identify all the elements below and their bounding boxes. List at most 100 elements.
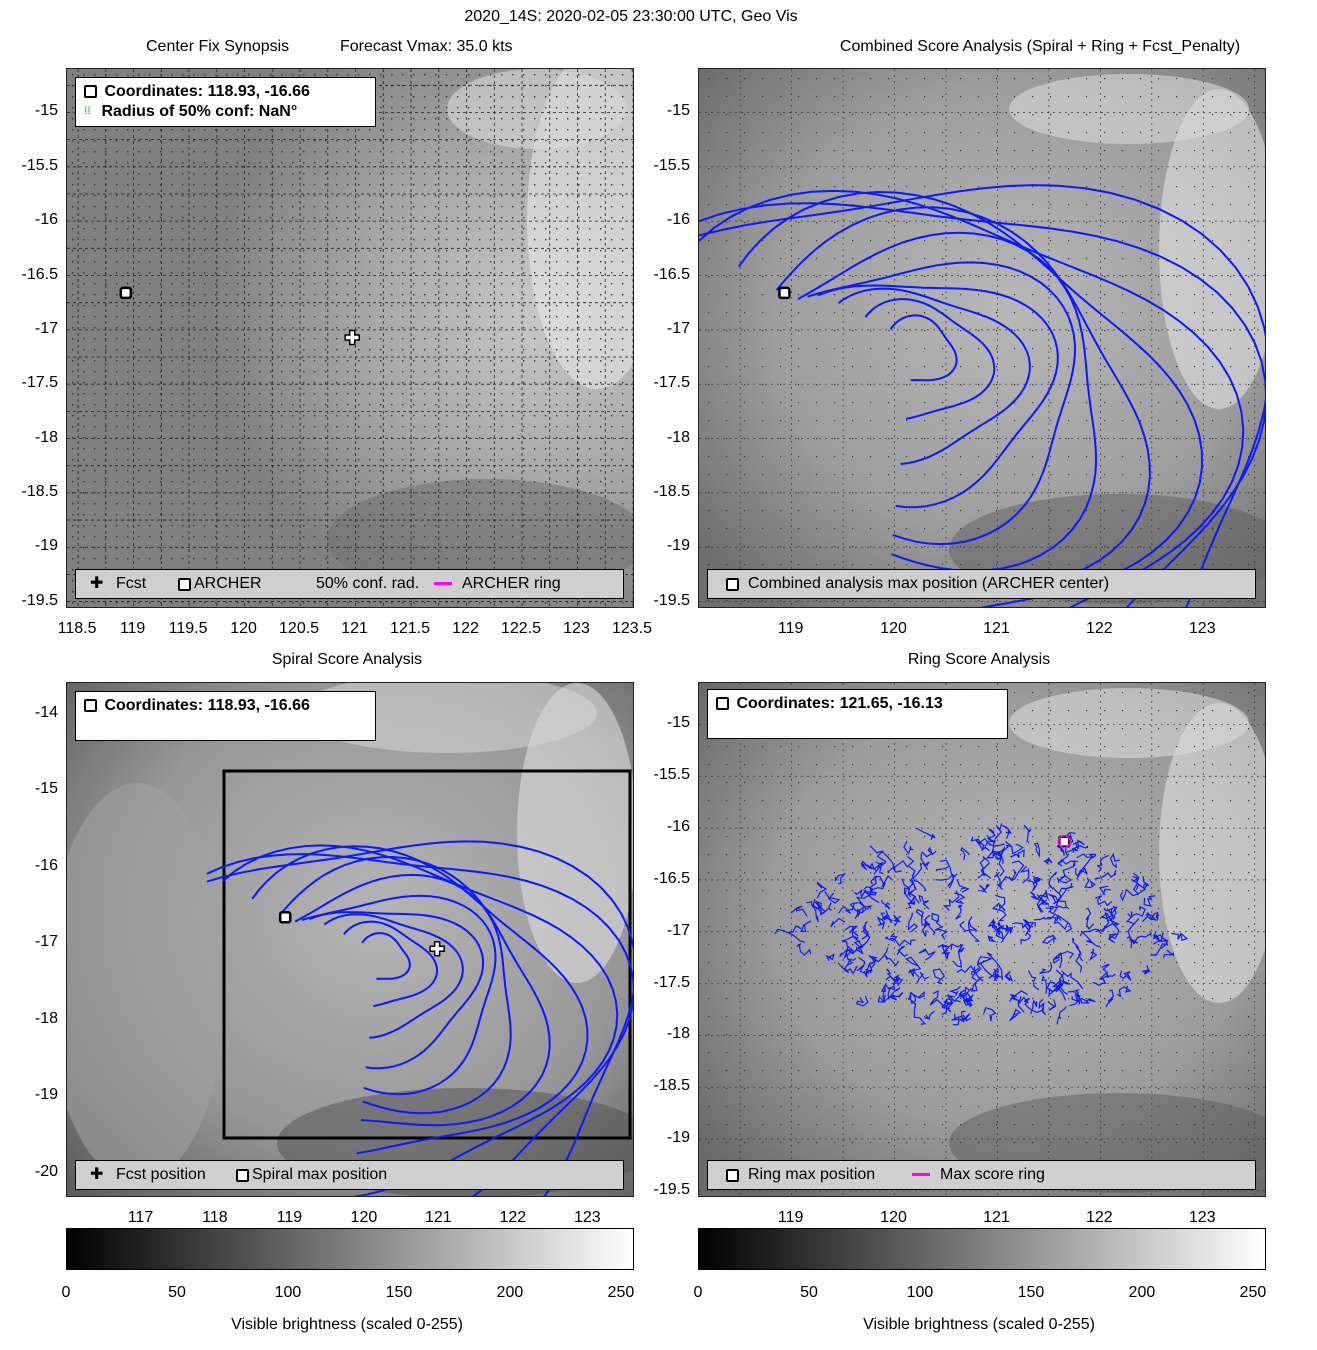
- p3-ytick: -18: [34, 1009, 58, 1027]
- ring-score-contour: [992, 850, 1005, 877]
- ring-score-contour: [1000, 926, 1014, 943]
- ring-score-contour: [958, 920, 979, 932]
- p1-ytick: -18.5: [21, 482, 58, 500]
- ring-score-contour: [830, 918, 846, 928]
- archer-marker-icon: [84, 85, 97, 99]
- ring-score-contour: [1011, 843, 1024, 855]
- figure-title: 2020_14S: 2020-02-05 23:30:00 UTC, Geo V…: [464, 8, 798, 25]
- ring-score-contour: [1019, 865, 1030, 884]
- ring-score-contour: [1071, 989, 1080, 1003]
- colorbar-tick: 100: [906, 1284, 934, 1301]
- ring-score-contour: [866, 962, 873, 974]
- p2-ytick: -18: [666, 428, 690, 446]
- ring-score-contour: [962, 995, 972, 1008]
- p3-ytick: -16: [34, 856, 58, 874]
- combined-image: [699, 69, 1265, 607]
- p2-xtick: 123: [1188, 620, 1216, 637]
- ring-score-contour: [918, 894, 930, 910]
- ring-score-contour: [1033, 842, 1041, 859]
- spiral-legend: ✚ Fcst position Spiral max position: [75, 1160, 624, 1190]
- ring-score-contour: [800, 920, 812, 933]
- ring-score-contour: [934, 921, 948, 940]
- ring-score-contour: [1041, 974, 1048, 994]
- ring-title: Ring Score Analysis: [907, 651, 1051, 668]
- legend-archer-ring: ARCHER ring: [462, 575, 561, 592]
- ring-score-contour: [834, 873, 846, 885]
- p4-ytick: -16.5: [653, 869, 690, 887]
- ring-score-contour: [881, 899, 891, 910]
- ring-score-contour: [876, 861, 884, 875]
- ring-score-contour: [1080, 930, 1101, 948]
- ring-score-contour: [1002, 824, 1013, 839]
- ring-score-contour: [1061, 970, 1084, 990]
- spiral-contour-line: [301, 894, 497, 1096]
- spiral-marker-icon: [84, 699, 97, 713]
- p2-ytick: -18.5: [653, 482, 690, 500]
- p2-ytick: -15: [666, 102, 690, 120]
- ring-score-contour: [994, 921, 1004, 931]
- ring-score-contour: [856, 956, 866, 975]
- ring-score-contour: [907, 912, 919, 933]
- ring-score-contour: [1048, 871, 1058, 890]
- spiral-contour-line: [699, 184, 1265, 607]
- p2-xtick: 122: [1085, 620, 1113, 637]
- spiral-contour-line: [889, 314, 958, 382]
- ring-score-contour: [954, 1014, 972, 1022]
- spiral-marker-icon: [236, 1169, 249, 1182]
- ring-score-contour: [886, 977, 900, 991]
- ring-score-contour: [1055, 885, 1074, 909]
- p4-ytick: -19.5: [653, 1180, 690, 1198]
- p2-ytick: -15.5: [653, 156, 690, 174]
- synopsis-coordinates: Coordinates: 118.93, -16.66: [104, 83, 310, 100]
- p4-xtick: 121: [983, 1209, 1010, 1226]
- ring-score-contour: [1094, 869, 1117, 880]
- spiral-contour-line: [699, 189, 1245, 607]
- p3-ytick: -20: [34, 1163, 58, 1181]
- ring-score-contour: [1142, 911, 1160, 923]
- p1-xtick: 120: [230, 620, 257, 637]
- ring-score-contour: [988, 972, 1000, 982]
- ring-score-contour: [1132, 872, 1140, 884]
- ring-score-contour: [1018, 996, 1029, 1005]
- spiral-contour-line: [309, 911, 485, 1070]
- synopsis-title: Center Fix Synopsis: [146, 38, 290, 55]
- ring-score-contour: [855, 891, 877, 904]
- ring-score-contour: [1057, 982, 1069, 1001]
- ring-score-contour: [1094, 895, 1113, 907]
- ring-score-contour: [876, 916, 885, 930]
- colorbar-tick: 200: [1128, 1284, 1156, 1301]
- p2-ytick: -19.5: [653, 591, 690, 609]
- ring-score-contour: [796, 943, 812, 957]
- legend-ring-max: Ring max position: [748, 1166, 876, 1183]
- ring-score-contour: [916, 827, 936, 841]
- spiral-search-box: [222, 769, 632, 1140]
- ring-score-contour: [1055, 969, 1071, 985]
- synopsis-image: [67, 69, 633, 607]
- ring-score-contour: [1119, 888, 1139, 902]
- p4-ytick: -17.5: [653, 973, 690, 991]
- ring-score-contour: [892, 914, 902, 927]
- ring-score-contour: [1023, 824, 1032, 844]
- ring-score-contour: [896, 945, 908, 958]
- ring-score-contour: [1096, 854, 1110, 873]
- ring-score-contour: [982, 1006, 997, 1022]
- ring-score-contour: [993, 871, 1004, 891]
- ring-info-box: Coordinates: 121.65, -16.13: [707, 689, 1008, 739]
- p3-xtick: 120: [350, 1209, 378, 1226]
- legend-conf-rad: 50% conf. rad.: [316, 575, 420, 592]
- p1-ytick: -17.5: [21, 374, 58, 392]
- p2-ytick: -16.5: [653, 265, 690, 283]
- ring-score-contour: [997, 924, 1011, 933]
- legend-spiral-max: Spiral max position: [252, 1166, 388, 1183]
- ring-score-contour: [907, 895, 920, 909]
- p3-ytick: -14: [34, 703, 58, 721]
- ring-score-contour: [1092, 971, 1109, 987]
- ring-score-contour: [958, 986, 970, 998]
- p4-xtick: 123: [1188, 1209, 1216, 1226]
- combined-title: Combined Score Analysis (Spiral + Ring +…: [839, 38, 1241, 55]
- ring-score-contour: [1153, 934, 1164, 943]
- colorbar-tick: 50: [168, 1284, 186, 1301]
- ring-score-contour: [790, 905, 808, 917]
- ring-score-contour: [787, 924, 802, 934]
- ring-score-contour: [873, 860, 887, 875]
